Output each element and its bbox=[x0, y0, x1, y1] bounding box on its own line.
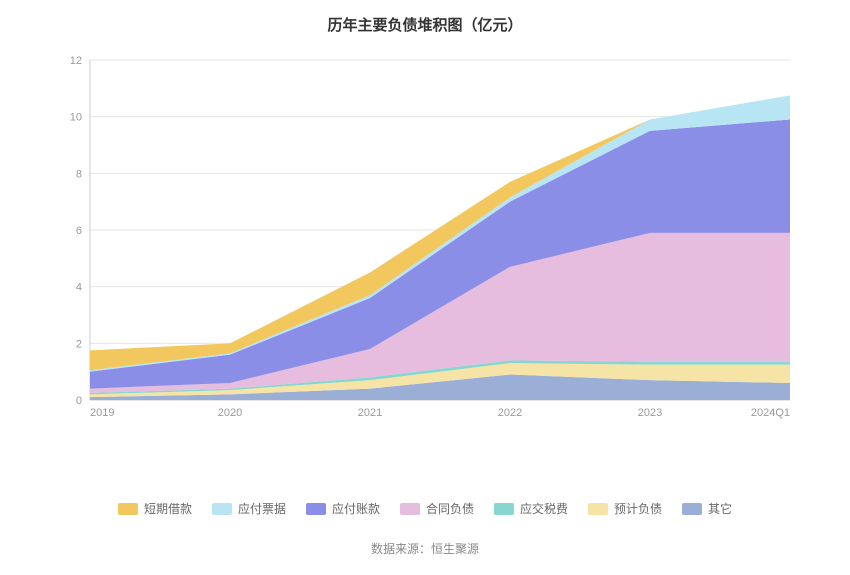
legend-label: 应付账款 bbox=[332, 500, 380, 517]
y-tick-label: 10 bbox=[70, 112, 82, 124]
legend-item[interactable]: 短期借款 bbox=[118, 500, 192, 517]
legend-item[interactable]: 其它 bbox=[682, 500, 732, 517]
legend-label: 预计负债 bbox=[614, 500, 662, 517]
legend-label: 其它 bbox=[708, 500, 732, 517]
legend-label: 短期借款 bbox=[144, 500, 192, 517]
legend-label: 应交税费 bbox=[520, 500, 568, 517]
x-tick-label: 2020 bbox=[218, 407, 242, 419]
legend-swatch bbox=[588, 503, 608, 515]
plot-area: 024681012201920202021202220232024Q1 bbox=[90, 60, 790, 400]
chart-title: 历年主要负债堆积图（亿元） bbox=[0, 14, 850, 35]
legend-swatch bbox=[682, 503, 702, 515]
legend-item[interactable]: 应付账款 bbox=[306, 500, 380, 517]
y-tick-label: 12 bbox=[70, 55, 82, 67]
x-tick-label: 2024Q1 bbox=[751, 407, 790, 419]
legend-label: 应付票据 bbox=[238, 500, 286, 517]
x-tick-label: 2022 bbox=[498, 407, 522, 419]
y-tick-label: 4 bbox=[76, 282, 82, 294]
data-source-label: 数据来源：恒生聚源 bbox=[0, 540, 850, 557]
legend-swatch bbox=[118, 503, 138, 515]
legend-item[interactable]: 应交税费 bbox=[494, 500, 568, 517]
legend-item[interactable]: 应付票据 bbox=[212, 500, 286, 517]
x-tick-label: 2023 bbox=[638, 407, 662, 419]
stacked-area-chart: 0 2 4 6 8 10 12 2019 2020 2021 2022 2023 2024Q1 bbox=[50, 50, 810, 440]
legend-item[interactable]: 合同负债 bbox=[400, 500, 474, 517]
legend-item[interactable]: 预计负债 bbox=[588, 500, 662, 517]
y-tick-label: 8 bbox=[76, 168, 82, 180]
y-tick-label: 6 bbox=[76, 225, 82, 237]
legend-swatch bbox=[400, 503, 420, 515]
x-tick-label: 2021 bbox=[358, 407, 382, 419]
legend: 短期借款 应付票据 应付账款 合同负债 应交税费 预计负债 其它 bbox=[0, 500, 850, 518]
legend-swatch bbox=[494, 503, 514, 515]
y-tick-label: 2 bbox=[76, 338, 82, 350]
legend-swatch bbox=[306, 503, 326, 515]
x-tick-label: 2019 bbox=[90, 407, 114, 419]
legend-label: 合同负债 bbox=[426, 500, 474, 517]
y-tick-label: 0 bbox=[76, 395, 82, 407]
page: 历年主要负债堆积图（亿元） 0 2 4 6 8 10 12 2019 2020 2021 2022 2… bbox=[0, 0, 850, 575]
legend-swatch bbox=[212, 503, 232, 515]
chart-svg: 024681012201920202021202220232024Q1 bbox=[90, 60, 790, 400]
